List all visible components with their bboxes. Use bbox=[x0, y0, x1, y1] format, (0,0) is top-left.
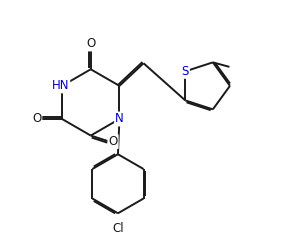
Text: Cl: Cl bbox=[112, 222, 124, 235]
Text: O: O bbox=[32, 113, 41, 126]
Text: O: O bbox=[86, 38, 95, 50]
Text: S: S bbox=[182, 65, 189, 78]
Text: HN: HN bbox=[52, 79, 69, 92]
Text: N: N bbox=[115, 113, 124, 126]
Text: O: O bbox=[108, 135, 118, 148]
